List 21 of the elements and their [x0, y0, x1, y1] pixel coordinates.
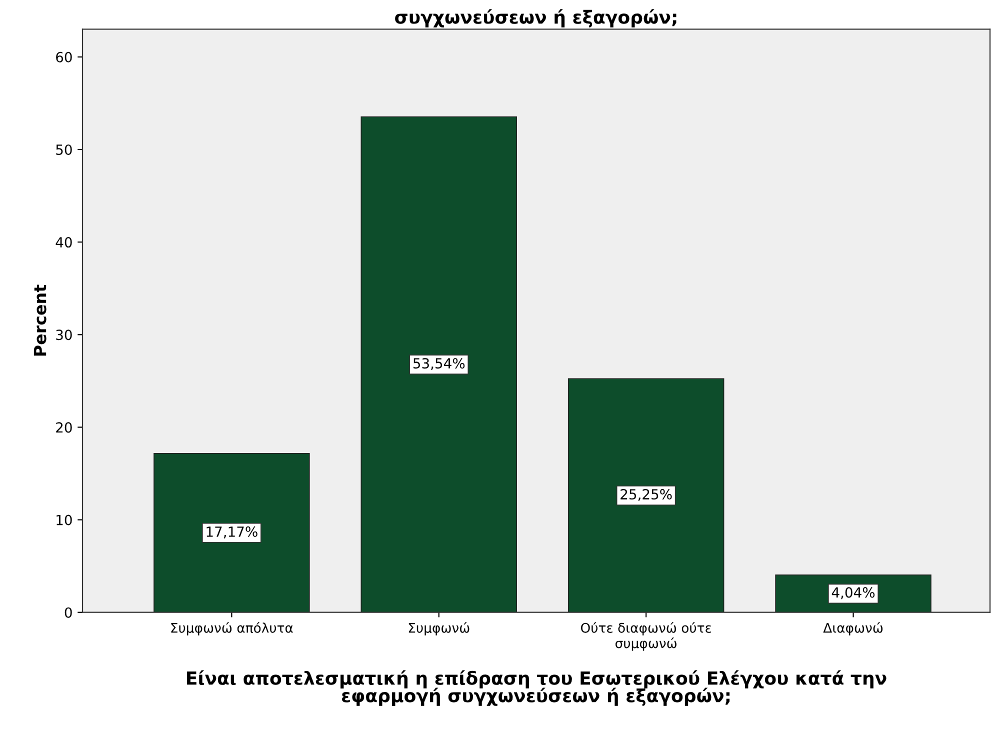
- bar: [154, 452, 310, 612]
- data-label: 4,04%: [832, 587, 875, 600]
- data-label: 25,25%: [620, 489, 672, 501]
- chart-title: συγχωνεύσεων ή εξαγορών;: [395, 9, 676, 28]
- y-tick-label: 30: [56, 330, 72, 340]
- y-tick-label: 60: [56, 52, 72, 62]
- bar: [360, 116, 517, 612]
- y-tick-label: 10: [56, 514, 72, 526]
- data-label: 17,17%: [206, 526, 258, 538]
- x-tick-label: Συμφωνώ: [408, 622, 470, 636]
- y-axis-title: Percent: [34, 284, 46, 356]
- bar: [568, 378, 724, 612]
- x-axis-title: Είναι αποτελεσματική η επίδραση του Εσωτερικού Ελέγχου κατά την εφαρμογή συγχωνεύσεων ή εξαγορών;: [187, 670, 886, 706]
- y-tick-label: 40: [56, 237, 72, 248]
- x-tick-label: Ούτε διαφωνώ ούτε συμφωνώ: [580, 622, 712, 651]
- y-tick-label: 20: [56, 422, 72, 433]
- data-label: 53,54%: [413, 358, 465, 370]
- x-tick-label: Διαφωνώ: [823, 622, 883, 636]
- y-tick-label: 0: [64, 607, 72, 618]
- y-tick-label: 50: [56, 144, 72, 155]
- x-tick-label: Συμφωνώ απόλυτα: [171, 622, 293, 636]
